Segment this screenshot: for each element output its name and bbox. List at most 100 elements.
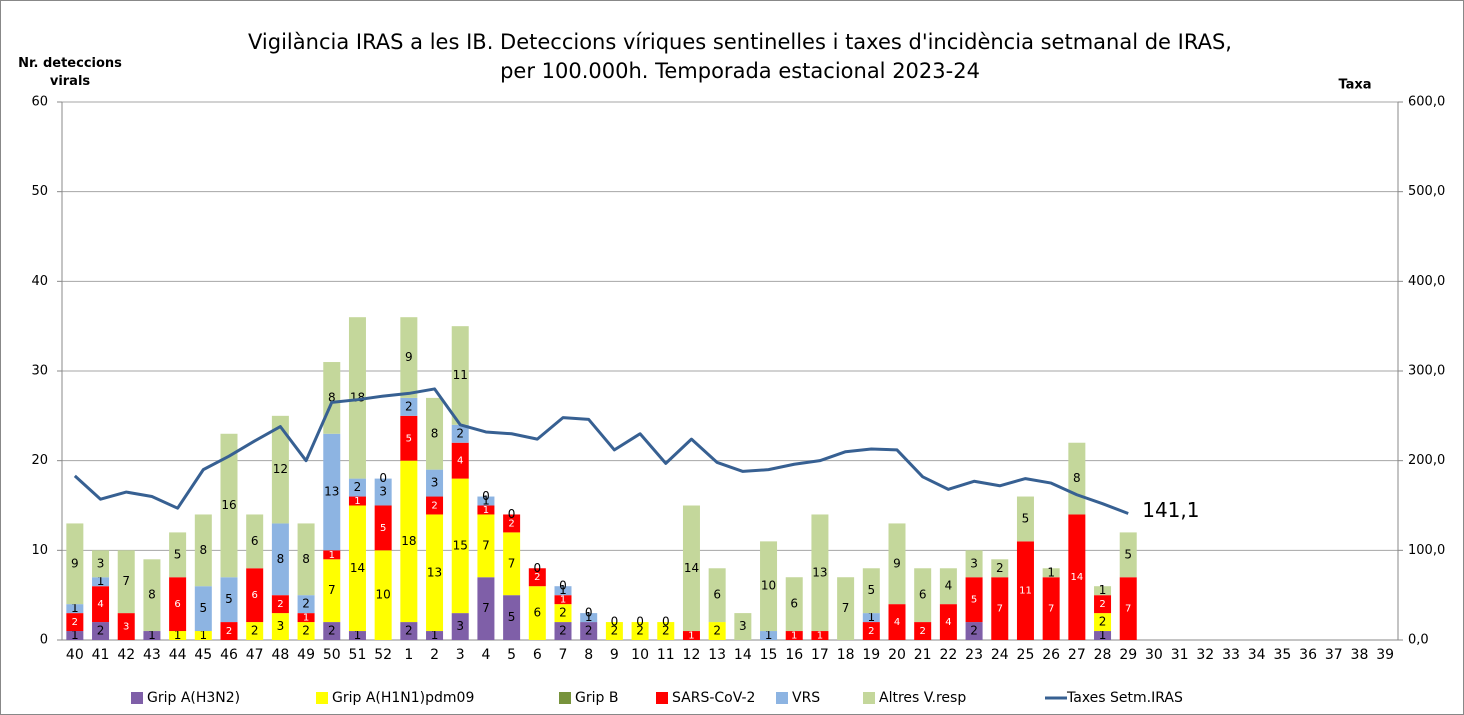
legend-label: Grip A(H3N2) [147,690,240,706]
legend-swatch [316,692,328,704]
y-tick-label: 20 [31,453,48,468]
x-tick-label: 20 [888,647,906,663]
data-label: 3 [970,556,978,570]
line [73,387,1129,515]
data-label: 1 [585,610,593,624]
bar-segment [914,568,932,623]
data-label: 1 [1099,583,1107,597]
data-label: 1 [354,496,360,507]
legend-label: VRS [792,690,820,706]
data-label: 2 [662,624,670,638]
data-label: 4 [457,456,463,467]
bar-segment [66,604,84,614]
bar-segment [271,415,289,524]
bar-segment [143,631,161,640]
bar-segment [92,577,110,587]
data-label: 7 [508,556,516,570]
bar-segment [965,550,983,578]
line-label: 141,1 [1142,498,1199,522]
data-label: 2 [302,597,310,611]
data-label: 2 [585,624,593,638]
bar-segment [1119,532,1137,578]
data-label: 16 [221,498,236,512]
x-tick-label: 50 [323,647,341,663]
bar-segment [400,622,418,640]
bar-segment [477,496,495,506]
data-label: 5 [174,547,182,561]
x-tick-label: 38 [1351,647,1369,663]
x-tick-label: 44 [169,647,187,663]
data-label: 2 [559,624,567,638]
x-tick-label: 42 [117,647,135,663]
x-tick-label: 47 [246,647,264,663]
bar-segment [862,568,880,614]
legend-swatch [559,692,571,704]
bar-segment [862,613,880,623]
bar-segment [400,317,418,398]
bar-segment [939,568,957,605]
data-label: 3 [123,622,129,633]
data-label: 2 [559,606,567,620]
data-label: 8 [199,543,207,557]
data-label: 5 [867,583,875,597]
bar-segment [888,523,906,605]
data-label: 1 [71,628,79,642]
bar-segment [451,613,469,640]
data-label: 2 [636,624,644,638]
data-label: 1 [817,631,823,642]
bar-segment [323,622,341,640]
x-tick-label: 15 [760,647,778,663]
x-tick-label: 46 [220,647,238,663]
bar-segment [631,622,649,640]
x-tick-label: 19 [862,647,880,663]
y-tick-label: 0 [40,633,48,648]
bar-segment [965,622,983,640]
bar-segment [117,550,135,614]
bar-segment [837,577,855,640]
data-label: 14 [350,561,365,575]
data-label: 2 [508,518,514,529]
bar-segment [785,631,803,640]
data-label: 0 [533,561,541,575]
bar-segment [66,631,84,640]
x-tick-label: 27 [1068,647,1086,663]
data-label: 2 [1099,615,1107,629]
data-label: 1 [688,631,694,642]
bar-segment [451,424,469,443]
x-tick-label: 23 [965,647,983,663]
bar-segment [220,622,238,640]
bar-segment [528,568,546,587]
x-tick-label: 16 [785,647,803,663]
bar-segment [1042,568,1060,578]
x-tick-label: 45 [194,647,212,663]
data-label: 1 [765,628,773,642]
data-label: 5 [406,433,412,444]
bar-segment [169,631,187,640]
data-label: 12 [273,462,288,476]
data-label: 6 [713,588,721,602]
x-tick-label: 14 [734,647,752,663]
data-label: 8 [328,390,336,404]
data-label: 5 [971,595,977,606]
bar-segment [991,559,1009,578]
bar-segment [220,433,238,578]
x-tick-label: 37 [1325,647,1343,663]
bar-segment [554,586,572,596]
bar-segment [271,595,289,614]
data-label: 0 [662,615,670,629]
data-label: 9 [71,556,79,570]
bar-segment [400,397,418,416]
data-label: 14 [684,561,699,575]
x-tick-label: 2 [430,647,439,663]
bar-segment [323,362,341,434]
bar-segment [682,505,700,632]
legend-label: Taxes Setm.IRAS [1066,690,1183,706]
bar-segment [374,505,392,551]
data-label: 10 [761,579,776,593]
data-label: 2 [354,480,362,494]
data-label: 11 [1019,586,1032,597]
x-tick-label: 21 [914,647,932,663]
bar-segment [220,577,238,623]
data-label: 7 [328,583,336,597]
bar-segment [297,595,315,614]
